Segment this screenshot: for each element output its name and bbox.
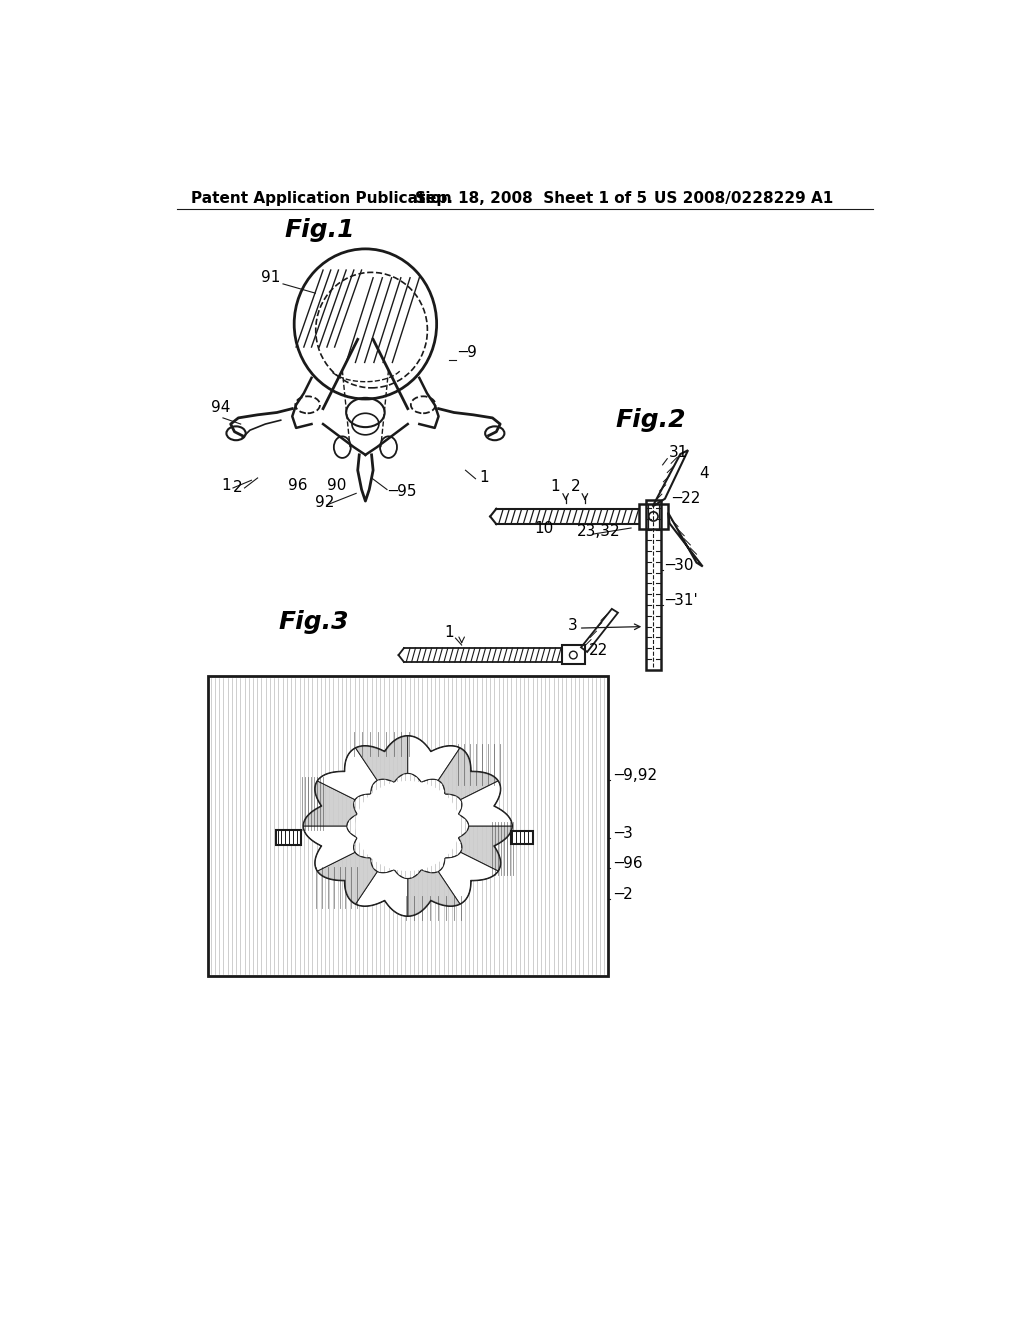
Polygon shape: [317, 853, 377, 904]
Text: ─95: ─95: [388, 483, 417, 499]
Polygon shape: [355, 870, 408, 916]
Text: ─22: ─22: [672, 491, 700, 507]
Text: 23,32: 23,32: [578, 524, 621, 539]
Polygon shape: [408, 870, 460, 916]
Text: 31: 31: [669, 445, 688, 461]
Bar: [562, 645, 585, 664]
Text: 94: 94: [211, 400, 230, 416]
Text: Patent Application Publication: Patent Application Publication: [190, 191, 452, 206]
Polygon shape: [438, 853, 498, 904]
Bar: [208, 676, 608, 977]
Text: 4: 4: [699, 466, 710, 480]
Text: ─2: ─2: [614, 887, 633, 902]
Bar: [511, 830, 532, 845]
Text: 22: 22: [589, 643, 608, 659]
Bar: [639, 504, 668, 529]
Text: ─9: ─9: [458, 345, 477, 360]
Text: ─3: ─3: [614, 825, 633, 841]
Text: 3: 3: [567, 618, 578, 632]
Text: 10: 10: [535, 521, 554, 536]
Text: 90: 90: [327, 478, 346, 492]
Polygon shape: [459, 781, 512, 826]
Text: ─96: ─96: [614, 857, 643, 871]
Polygon shape: [317, 748, 377, 800]
Polygon shape: [303, 781, 357, 826]
Ellipse shape: [355, 781, 460, 871]
Text: 2: 2: [570, 479, 581, 494]
Text: Fig.1: Fig.1: [285, 218, 355, 242]
Text: ─30: ─30: [665, 558, 693, 573]
Text: 1: 1: [444, 626, 454, 640]
Text: US 2008/0228229 A1: US 2008/0228229 A1: [654, 191, 834, 206]
Polygon shape: [438, 748, 498, 800]
Polygon shape: [459, 826, 512, 871]
Text: 92: 92: [315, 495, 335, 511]
Text: 91: 91: [261, 269, 281, 285]
Text: Sep. 18, 2008  Sheet 1 of 5: Sep. 18, 2008 Sheet 1 of 5: [416, 191, 647, 206]
Bar: [276, 830, 301, 845]
Polygon shape: [355, 737, 408, 783]
Text: 1: 1: [221, 478, 230, 492]
Text: Fig.3: Fig.3: [279, 610, 349, 635]
Text: 1: 1: [479, 470, 489, 484]
Bar: [646, 500, 662, 671]
Text: ─31': ─31': [665, 593, 697, 609]
Text: 2: 2: [232, 479, 243, 495]
Polygon shape: [303, 826, 357, 871]
Text: 96: 96: [289, 478, 308, 492]
Text: Fig.2: Fig.2: [615, 408, 686, 432]
Text: ─9,92: ─9,92: [614, 768, 657, 783]
Polygon shape: [408, 737, 460, 783]
Text: 1: 1: [551, 479, 560, 494]
